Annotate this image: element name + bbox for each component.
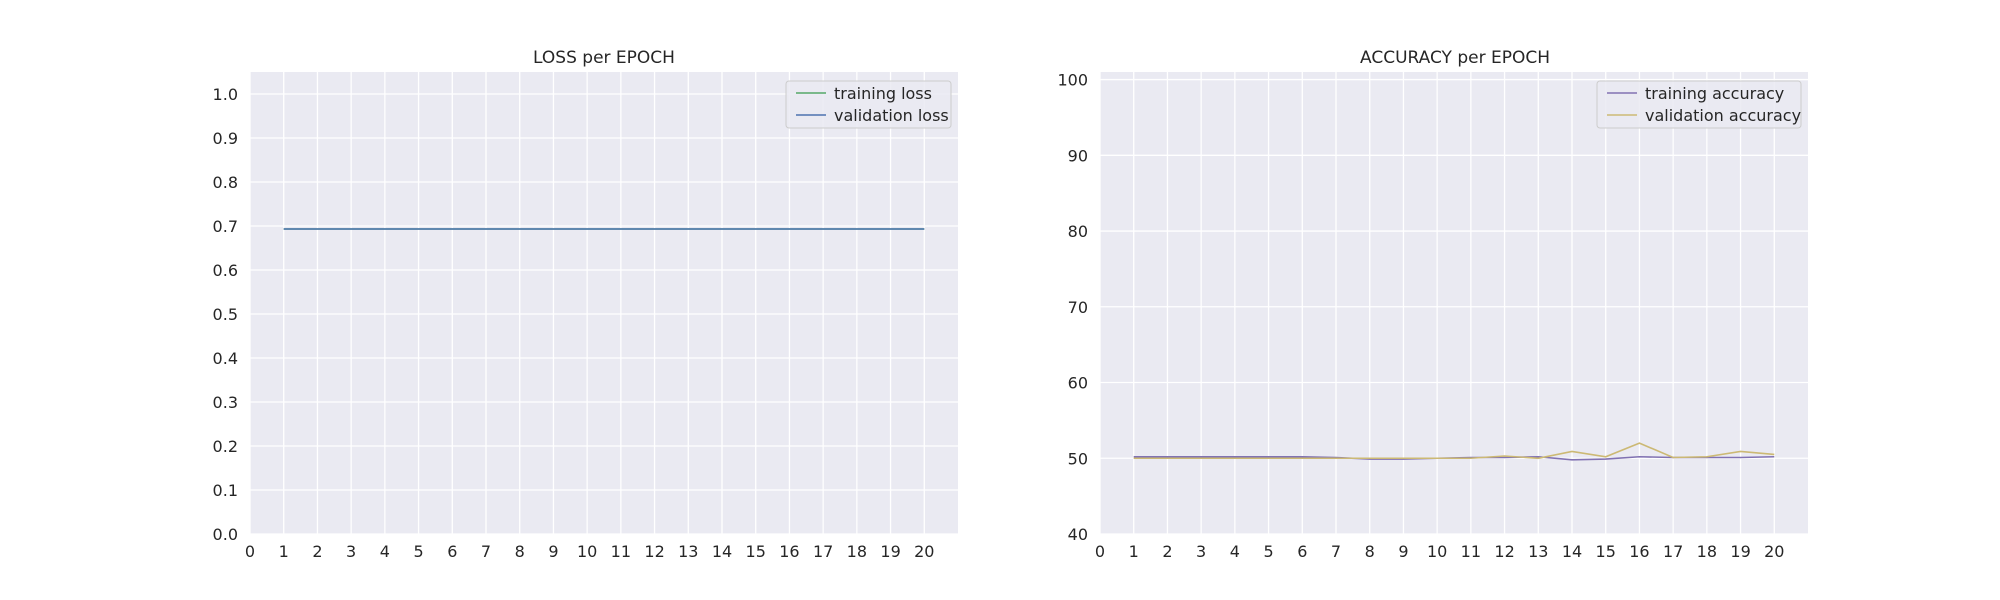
loss-x-tick-label: 9 [548, 542, 558, 561]
loss-x-tick-label: 5 [413, 542, 423, 561]
loss-x-tick-label: 4 [380, 542, 390, 561]
loss-legend: training loss validation loss [785, 80, 952, 129]
accuracy-x-tick-label: 0 [1095, 542, 1105, 561]
loss-x-tick-label: 3 [346, 542, 356, 561]
accuracy-x-tick-label: 20 [1764, 542, 1784, 561]
accuracy-tick-labels: 0 1 2 3 4 5 6 7 8 9 10 11 12 13 14 15 16 17 18 19 2040506070… [1057, 71, 1784, 561]
accuracy-x-tick-label: 19 [1730, 542, 1750, 561]
loss-x-tick-label: 11 [611, 542, 631, 561]
accuracy-y-tick-label: 60 [1068, 374, 1088, 393]
accuracy-y-tick-label: 100 [1057, 71, 1088, 90]
loss-y-tick-label: 0.0 [213, 525, 238, 544]
accuracy-x-tick-label: 8 [1365, 542, 1375, 561]
loss-x-tick-label: 17 [813, 542, 833, 561]
accuracy-chart: 0 1 2 3 4 5 6 7 8 9 10 11 12 13 14 15 16 17 18 19 2040506070… [1057, 48, 1808, 561]
loss-x-tick-label: 14 [712, 542, 732, 561]
loss-y-tick-label: 0.6 [213, 261, 238, 280]
accuracy-x-tick-label: 18 [1697, 542, 1717, 561]
accuracy-x-tick-label: 9 [1398, 542, 1408, 561]
accuracy-x-tick-label: 7 [1331, 542, 1341, 561]
loss-x-tick-label: 20 [914, 542, 934, 561]
loss-x-tick-label: 12 [644, 542, 664, 561]
loss-x-tick-label: 2 [312, 542, 322, 561]
loss-plot-area [250, 72, 958, 534]
accuracy-y-tick-label: 40 [1068, 525, 1088, 544]
loss-chart-title: LOSS per EPOCH [533, 48, 675, 68]
loss-x-tick-label: 13 [678, 542, 698, 561]
accuracy-x-tick-label: 15 [1596, 542, 1616, 561]
legend-label-validation-loss: validation loss [834, 106, 949, 125]
loss-x-tick-label: 0 [245, 542, 255, 561]
accuracy-x-tick-label: 3 [1196, 542, 1206, 561]
loss-chart: 0 1 2 3 4 5 6 7 8 9 10 11 12 13 14 15 16 17 18 19 200.00.10.… [213, 48, 958, 561]
loss-x-tick-label: 15 [746, 542, 766, 561]
accuracy-y-tick-label: 90 [1068, 146, 1088, 165]
accuracy-x-tick-label: 14 [1562, 542, 1582, 561]
loss-x-tick-label: 6 [447, 542, 457, 561]
accuracy-x-tick-label: 2 [1162, 542, 1172, 561]
accuracy-x-tick-label: 13 [1528, 542, 1548, 561]
loss-gridlines [249, 72, 958, 535]
accuracy-y-tick-label: 70 [1068, 298, 1088, 317]
loss-y-tick-label: 0.8 [213, 173, 238, 192]
loss-y-tick-label: 0.7 [213, 217, 238, 236]
loss-x-tick-label: 18 [847, 542, 867, 561]
accuracy-legend-box [1596, 80, 1802, 129]
accuracy-legend: training accuracy validation accuracy [1596, 80, 1802, 129]
accuracy-y-tick-label: 50 [1068, 449, 1088, 468]
accuracy-x-tick-label: 10 [1427, 542, 1447, 561]
legend-label-training-loss: training loss [834, 84, 932, 103]
accuracy-x-tick-label: 12 [1494, 542, 1514, 561]
loss-x-tick-label: 19 [880, 542, 900, 561]
loss-x-tick-label: 1 [279, 542, 289, 561]
accuracy-x-tick-label: 1 [1129, 542, 1139, 561]
series-line-validation-accuracy [1133, 442, 1775, 460]
loss-y-tick-label: 0.4 [213, 349, 238, 368]
loss-y-tick-label: 0.2 [213, 437, 238, 456]
accuracy-plot-area [1100, 72, 1808, 534]
legend-label-training-accuracy: training accuracy [1645, 84, 1784, 103]
accuracy-chart-title: ACCURACY per EPOCH [1360, 48, 1550, 68]
loss-x-tick-label: 8 [515, 542, 525, 561]
loss-y-tick-label: 0.3 [213, 393, 238, 412]
loss-y-tick-label: 0.5 [213, 305, 238, 324]
accuracy-x-tick-label: 5 [1263, 542, 1273, 561]
accuracy-x-tick-label: 11 [1461, 542, 1481, 561]
accuracy-y-tick-label: 80 [1068, 222, 1088, 241]
loss-y-tick-label: 1.0 [213, 85, 238, 104]
accuracy-series-lines [1133, 442, 1775, 461]
loss-y-tick-label: 0.1 [213, 481, 238, 500]
loss-y-tick-label: 0.9 [213, 129, 238, 148]
loss-x-tick-label: 16 [779, 542, 799, 561]
loss-x-tick-label: 10 [577, 542, 597, 561]
loss-x-tick-label: 7 [481, 542, 491, 561]
loss-legend-box [785, 80, 952, 129]
legend-label-validation-accuracy: validation accuracy [1645, 106, 1801, 125]
accuracy-x-tick-label: 16 [1629, 542, 1649, 561]
accuracy-x-tick-label: 17 [1663, 542, 1683, 561]
loss-tick-labels: 0 1 2 3 4 5 6 7 8 9 10 11 12 13 14 15 16 17 18 19 200.00.10.… [213, 85, 935, 561]
accuracy-x-tick-label: 6 [1297, 542, 1307, 561]
accuracy-x-tick-label: 4 [1230, 542, 1240, 561]
